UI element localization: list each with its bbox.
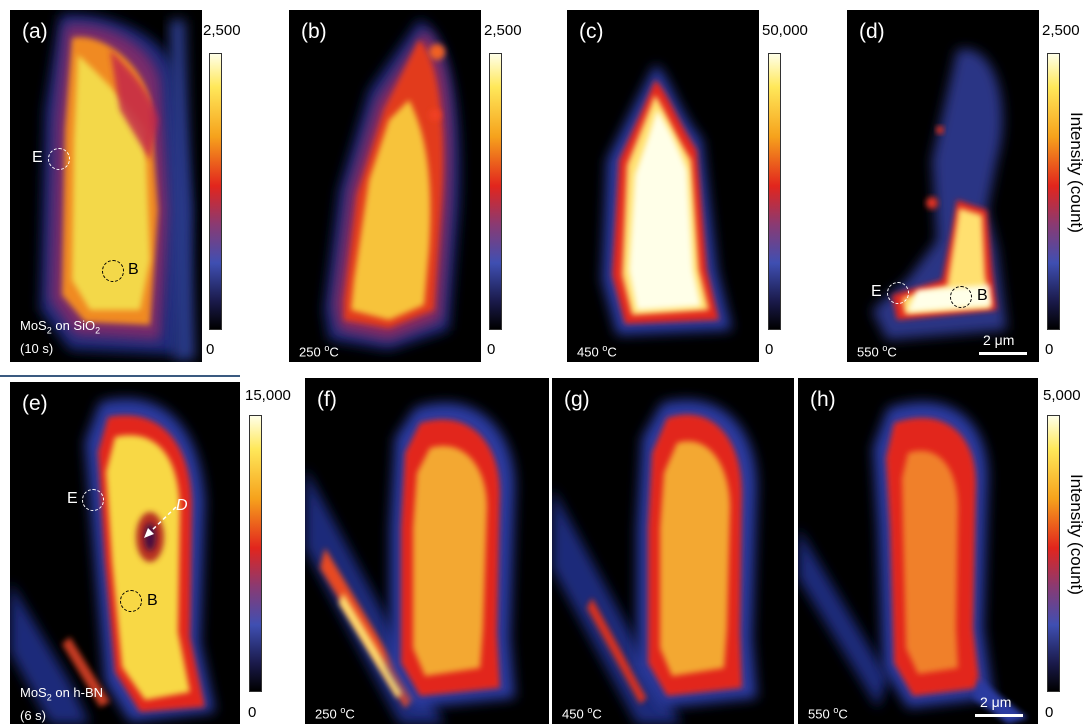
marker-label-b: B	[128, 261, 139, 278]
region-marker-e	[887, 282, 909, 304]
scale-bar-label: 2 μm	[983, 332, 1015, 348]
panel-label-g: (g)	[564, 388, 590, 411]
panel-b: (b) 250 oC	[289, 10, 481, 362]
colorbar-d	[1047, 53, 1060, 330]
region-marker-e	[48, 148, 70, 170]
panel-label-b: (b)	[301, 20, 327, 43]
colorbar-min-c: 0	[765, 341, 774, 358]
map-image-g	[552, 399, 757, 724]
colorbar-min-a: 0	[206, 341, 215, 358]
map-image-c	[602, 65, 732, 335]
colorbar-min-b: 0	[487, 341, 496, 358]
colorbar-title-top: Intensity (count)	[1067, 112, 1086, 233]
marker-label-e: E	[32, 149, 43, 166]
arrow-icon	[144, 506, 177, 538]
sample-condition-e: MoS2 on h-BN (6 s)	[20, 685, 104, 723]
marker-label-b: B	[147, 592, 158, 609]
temperature-d: 550 oC	[857, 343, 897, 360]
panel-label-c: (c)	[579, 20, 604, 43]
panel-c: (c) 450 oC	[567, 10, 759, 362]
colorbar-title-bottom: Intensity (count)	[1067, 474, 1086, 595]
panel-a: (a) E B MoS2 on SiO2 (10 s)	[10, 10, 202, 362]
scale-bar	[979, 352, 1027, 355]
map-image-d	[872, 49, 1007, 341]
map-image-a	[40, 14, 195, 360]
panel-f: (f) 250 oC	[305, 378, 549, 724]
panel-h: (h) 2 μm 550 oC	[798, 378, 1038, 724]
region-marker-b	[120, 590, 142, 612]
colorbar-min-e: 0	[248, 704, 257, 721]
panel-g: (g) 450 oC	[552, 378, 794, 724]
colorbar-max-d: 2,500	[1042, 22, 1080, 39]
panel-e: (e) E D B MoS2 on h-BN (6 s)	[10, 382, 240, 724]
scale-bar-label: 2 μm	[980, 694, 1012, 710]
panel-label-e: (e)	[22, 392, 48, 415]
panel-label-h: (h)	[810, 388, 836, 411]
panel-label-f: (f)	[317, 388, 337, 411]
panel-label-a: (a)	[22, 20, 48, 43]
colorbar-e	[249, 415, 262, 692]
colorbar-c	[768, 53, 781, 330]
map-image-f	[305, 402, 515, 724]
sample-condition-a: MoS2 on SiO2 (10 s)	[20, 318, 101, 356]
map-image-e	[10, 398, 215, 724]
temperature-f: 250 oC	[315, 705, 355, 722]
colorbar-max-c: 50,000	[762, 22, 808, 39]
map-image-b	[324, 20, 460, 350]
marker-label-e: E	[871, 283, 882, 300]
colorbar-max-e: 15,000	[245, 387, 291, 404]
region-marker-e	[82, 489, 104, 511]
colorbar-min-d: 0	[1045, 341, 1054, 358]
marker-label-b: B	[977, 287, 988, 304]
region-marker-b	[102, 260, 124, 282]
scale-bar	[975, 714, 1023, 717]
row-divider	[0, 375, 240, 377]
colorbar-max-h: 5,000	[1043, 387, 1081, 404]
panel-label-d: (d)	[859, 20, 885, 43]
colorbar-h	[1047, 415, 1060, 692]
temperature-g: 450 oC	[562, 705, 602, 722]
colorbar-b	[489, 53, 502, 330]
temperature-b: 250 oC	[299, 343, 339, 360]
map-image-h	[798, 401, 1028, 724]
temperature-c: 450 oC	[577, 343, 617, 360]
marker-label-e: E	[67, 490, 78, 507]
colorbar-a	[209, 53, 222, 330]
colorbar-max-b: 2,500	[484, 22, 522, 39]
panel-d: (d) E B 2 μm 550 oC	[847, 10, 1039, 362]
colorbar-min-h: 0	[1045, 704, 1054, 721]
temperature-h: 550 oC	[808, 705, 848, 722]
colorbar-max-a: 2,500	[203, 22, 241, 39]
region-marker-b	[950, 286, 972, 308]
marker-label-d: D	[176, 497, 188, 514]
